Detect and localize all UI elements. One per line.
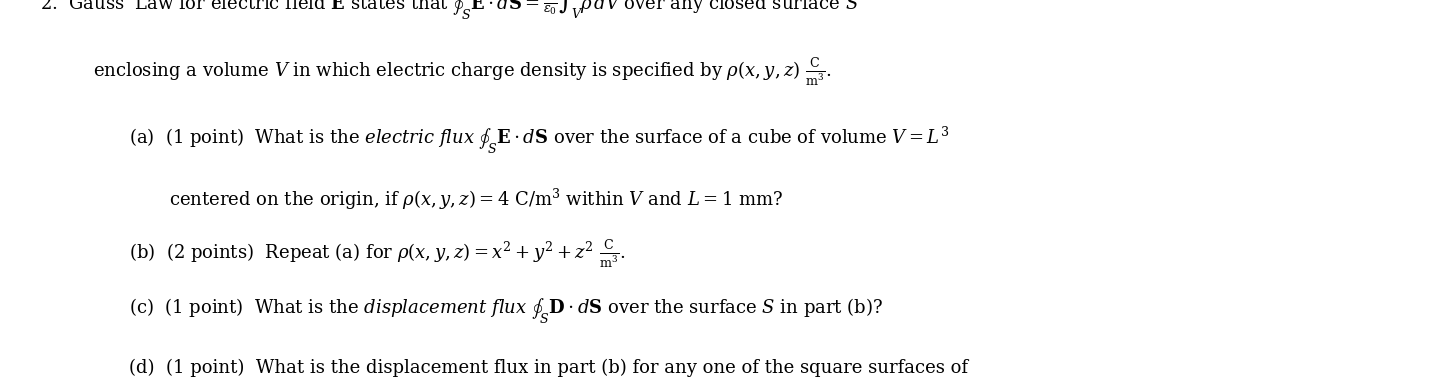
Text: centered on the origin, if $\rho(x, y, z) = 4$ C/m$^3$ within $V$ and $L = 1$ mm: centered on the origin, if $\rho(x, y, z… <box>169 187 783 212</box>
Text: enclosing a volume $V$ in which electric charge density is specified by $\rho(x,: enclosing a volume $V$ in which electric… <box>93 56 831 88</box>
Text: (d)  (1 point)  What is the displacement flux in part (b) for any one of the squ: (d) (1 point) What is the displacement f… <box>129 359 967 377</box>
Text: (c)  (1 point)  What is the $\it{displacement\ flux}$ $\oint_S \mathbf{D} \cdot : (c) (1 point) What is the $\it{displacem… <box>129 296 883 325</box>
Text: (b)  (2 points)  Repeat (a) for $\rho(x, y, z) = x^2 + y^2 + z^2$ $\frac{\mathrm: (b) (2 points) Repeat (a) for $\rho(x, y… <box>129 239 625 270</box>
Text: (a)  (1 point)  What is the $\it{electric\ flux}$ $\oint_S \mathbf{E} \cdot d\ma: (a) (1 point) What is the $\it{electric\… <box>129 124 949 156</box>
Text: 2.  Gauss' Law for electric field $\mathbf{E}$ states that $\oint_S \mathbf{E} \: 2. Gauss' Law for electric field $\mathb… <box>40 0 859 21</box>
